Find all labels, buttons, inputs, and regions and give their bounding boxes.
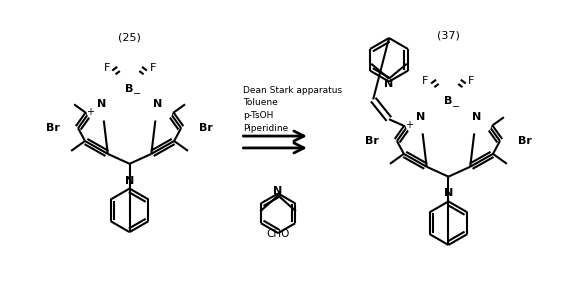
Text: B: B: [125, 83, 134, 93]
Text: N: N: [153, 99, 162, 109]
Text: +: +: [86, 107, 94, 117]
Text: F: F: [468, 76, 475, 86]
Text: +: +: [405, 120, 413, 130]
Text: Br: Br: [518, 136, 532, 146]
Text: Dean Stark apparatus: Dean Stark apparatus: [243, 85, 343, 95]
Text: Br: Br: [199, 123, 213, 133]
Text: N: N: [384, 79, 394, 89]
Text: Br: Br: [365, 136, 379, 146]
Text: N: N: [125, 176, 134, 185]
Text: F: F: [149, 63, 155, 73]
Text: N: N: [472, 112, 481, 122]
Text: −: −: [452, 102, 461, 112]
Text: CHO: CHO: [266, 229, 290, 239]
Text: N: N: [97, 99, 106, 109]
Text: p-TsOH: p-TsOH: [243, 111, 274, 120]
Text: N: N: [444, 189, 453, 199]
Text: −: −: [134, 89, 142, 99]
Text: Piperidine: Piperidine: [243, 124, 288, 133]
Text: Toluene: Toluene: [243, 99, 278, 107]
Text: N: N: [416, 112, 425, 122]
Text: Br: Br: [46, 123, 60, 133]
Text: N: N: [273, 187, 283, 197]
Text: B: B: [444, 96, 453, 106]
Text: (37): (37): [437, 30, 460, 40]
Text: (25): (25): [118, 32, 141, 42]
Text: F: F: [103, 63, 110, 73]
Text: F: F: [423, 76, 429, 86]
